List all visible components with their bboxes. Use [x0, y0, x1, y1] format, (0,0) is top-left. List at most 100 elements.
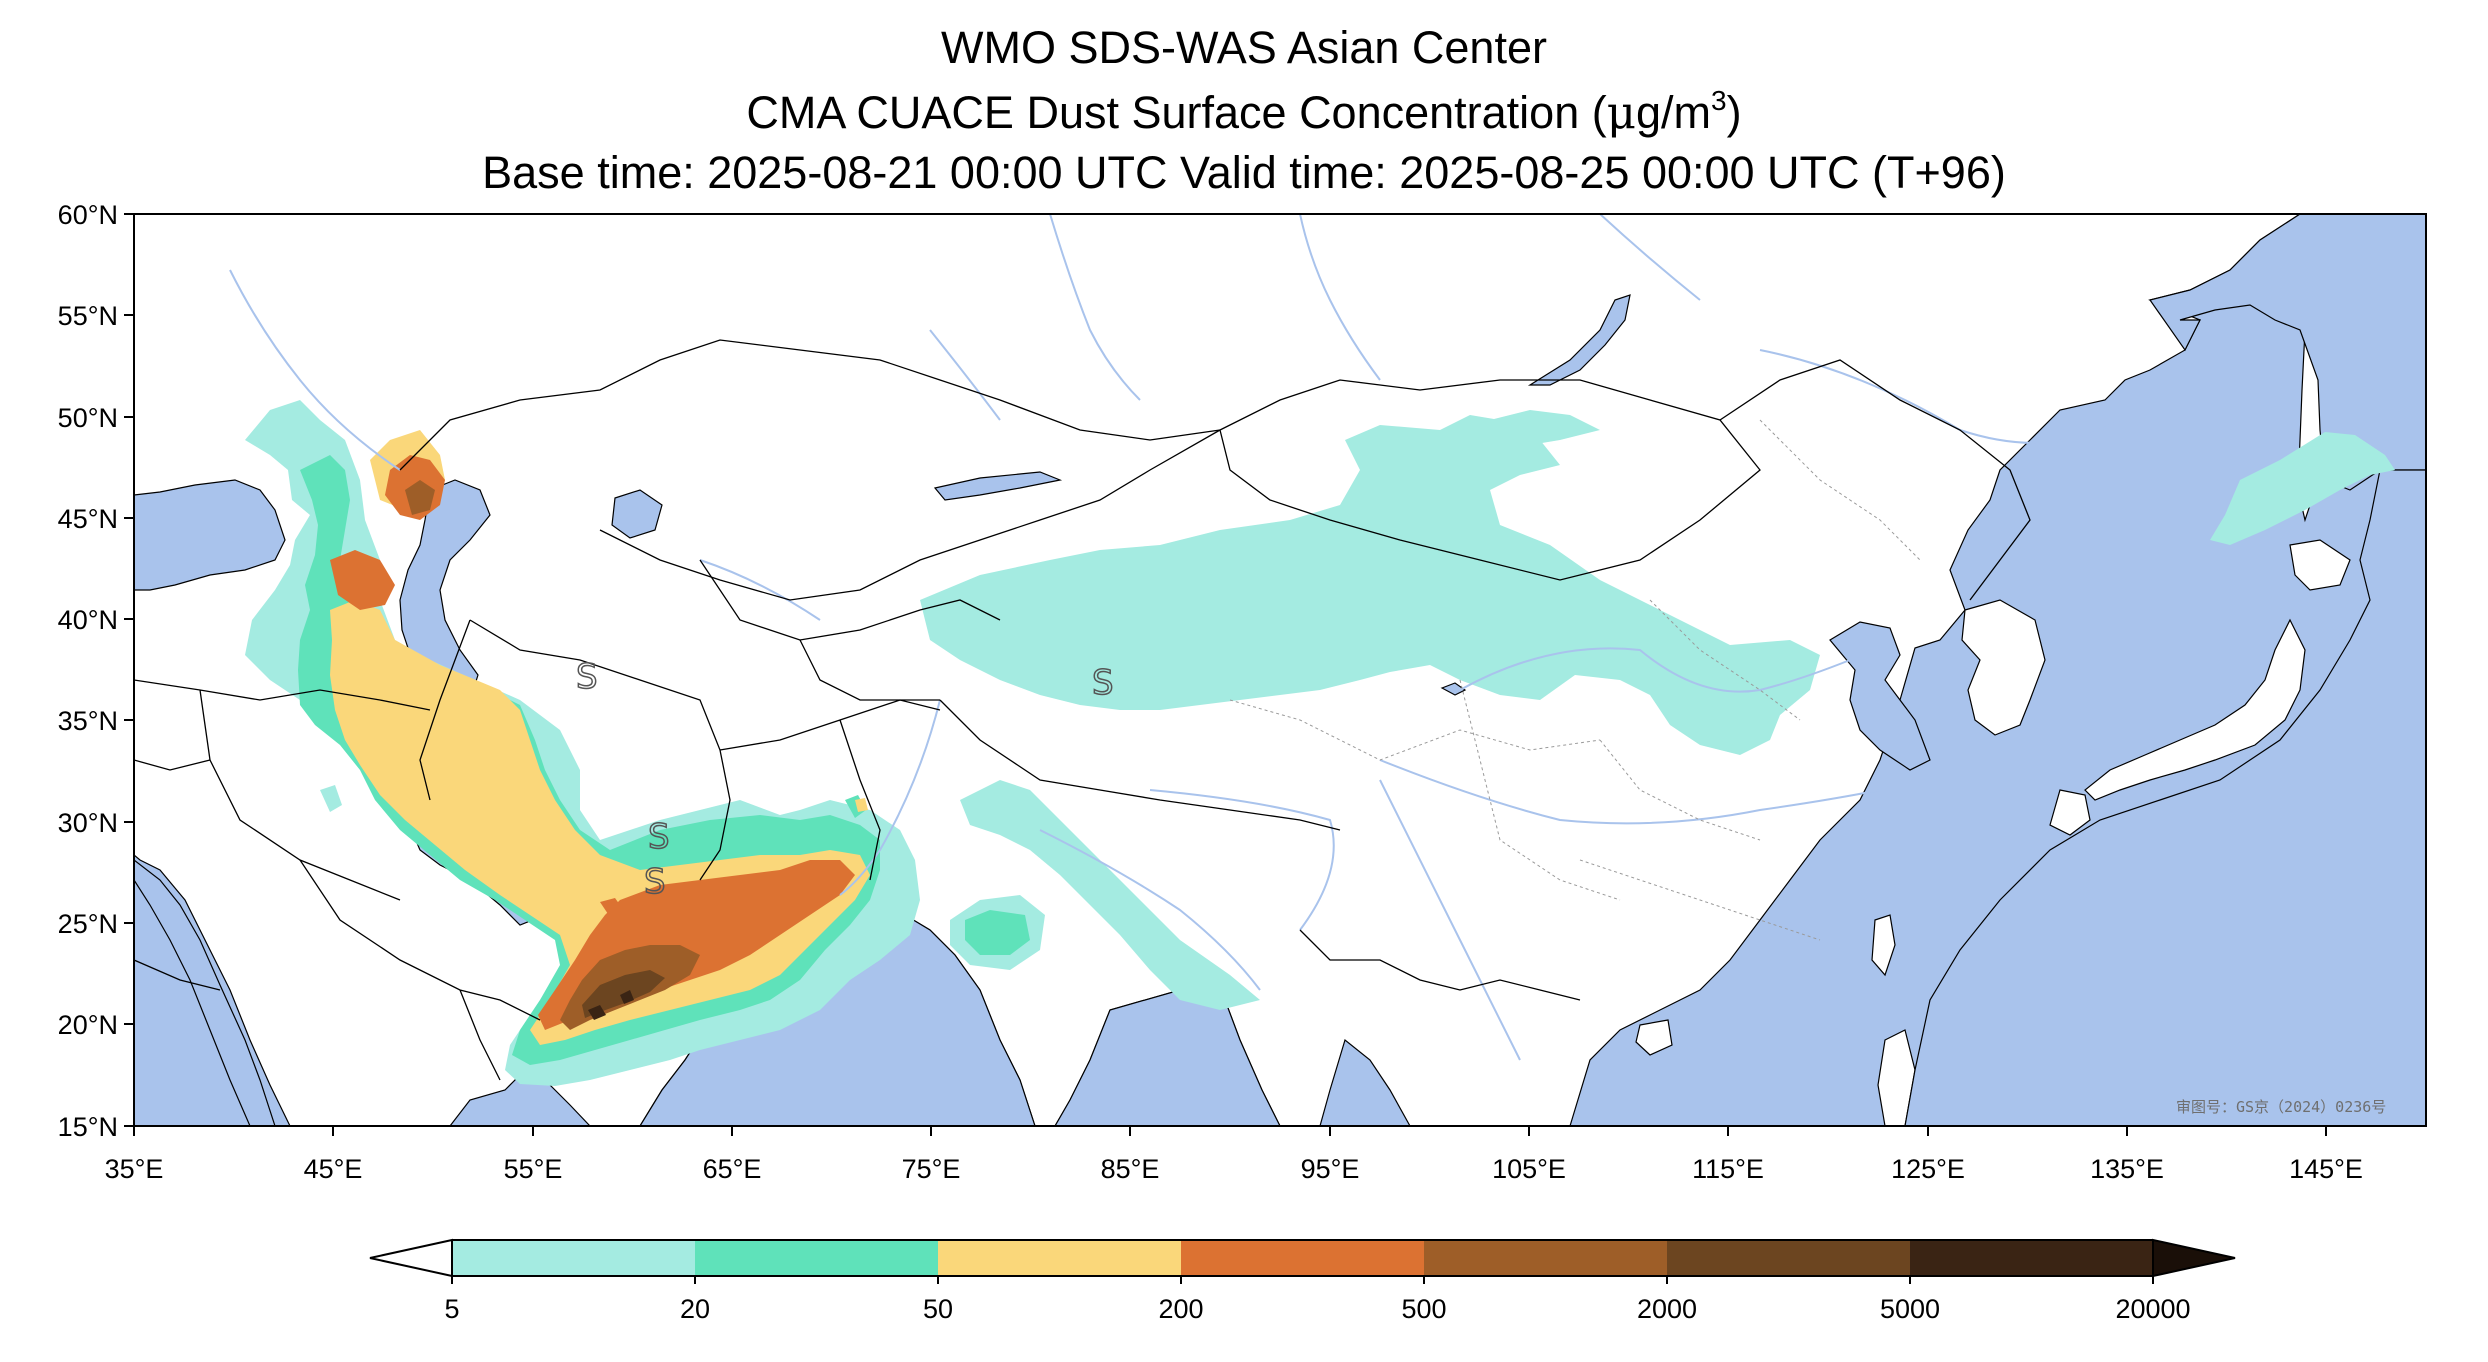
- colorbar-tick-5000: 5000: [1880, 1294, 1940, 1324]
- lon-label-125e: 125°E: [1891, 1154, 1965, 1184]
- border-afghanistan-pakistan: [719, 699, 941, 881]
- colorbar-tick-2000: 2000: [1637, 1294, 1697, 1324]
- river-mekong: [1379, 779, 1521, 1061]
- dust-source-marker-4: S: [644, 862, 666, 902]
- dust-source-marker-2: S: [1092, 663, 1114, 703]
- province-line-1: [1229, 699, 1601, 761]
- lat-label-60n: 60°N: [58, 200, 118, 230]
- river-ganges: [1039, 829, 1261, 991]
- dust-level-1-hokkaido: [2210, 432, 2395, 545]
- longitude-ticks: [133, 1126, 2327, 1136]
- dust-level-1-tarim-mongolia: [920, 415, 1820, 755]
- colorbar-tick-50: 50: [923, 1294, 953, 1324]
- colorbar-segment-1: [452, 1240, 695, 1276]
- title-line-1: WMO SDS-WAS Asian Center: [941, 22, 1547, 73]
- map-area: S S S S 审图号：GS京（2024）0236号: [134, 214, 2426, 1126]
- colorbar-segment-4: [1181, 1240, 1424, 1276]
- dust-level-4-oman: [600, 898, 625, 920]
- lon-label-75e: 75°E: [902, 1154, 961, 1184]
- dust-source-marker-1: S: [576, 657, 598, 697]
- river-indus: [839, 699, 941, 896]
- lake-baikal: [1527, 294, 1631, 386]
- lat-label-30n: 30°N: [58, 808, 118, 838]
- provincial-borders: [1229, 419, 1921, 941]
- lat-label-25n: 25°N: [58, 909, 118, 939]
- country-borders: [134, 339, 2031, 1081]
- river-yenisei: [1299, 214, 1381, 381]
- japan-kyushu: [2049, 789, 2091, 836]
- river-syr-darya: [699, 559, 821, 621]
- lon-label-65e: 65°E: [703, 1154, 762, 1184]
- taiwan: [1871, 914, 1896, 977]
- border-china-russia-east: [1719, 359, 2031, 601]
- map-frame: [133, 213, 2427, 1127]
- lon-label-35e: 35°E: [105, 1154, 164, 1184]
- lon-label-85e: 85°E: [1101, 1154, 1160, 1184]
- bohai-yellow-sea: [1829, 621, 1931, 771]
- latitude-labels: 60°N 55°N 50°N 45°N 40°N 35°N 30°N 25°N …: [58, 200, 118, 1142]
- lat-label-20n: 20°N: [58, 1010, 118, 1040]
- border-turkey-iraq: [134, 679, 431, 901]
- border-mongolia: [1219, 379, 1761, 581]
- colorbar-min-extend: [369, 1238, 453, 1278]
- title-line-2-text: CMA CUACE Dust Surface Concentration (: [746, 87, 1607, 138]
- lon-label-45e: 45°E: [304, 1154, 363, 1184]
- rivers: [229, 214, 2121, 1061]
- title-line-2: CMA CUACE Dust Surface Concentration (μg…: [0, 87, 2488, 139]
- red-sea: [134, 859, 276, 1126]
- border-southeast-asia: [1299, 929, 1581, 1001]
- colorbar-tick-500: 500: [1401, 1294, 1446, 1324]
- border-russia-kazakhstan: [399, 339, 1221, 471]
- colorbar-tick-20000: 20000: [2115, 1294, 2190, 1324]
- lake-balkhash: [933, 471, 1063, 501]
- border-north-africa: [134, 759, 221, 991]
- colorbar-segment-2: [695, 1240, 938, 1276]
- lat-label-45n: 45°N: [58, 504, 118, 534]
- lat-label-40n: 40°N: [58, 605, 118, 635]
- dust-level-3-mongol-dot: [855, 798, 868, 812]
- province-line-6: [1579, 859, 1821, 941]
- dust-level-4-caspian-west: [330, 550, 395, 610]
- dust-level-7-spots: [588, 990, 634, 1020]
- bay-of-bengal: [1054, 989, 1281, 1126]
- river-brahmaputra: [1149, 789, 1335, 931]
- border-central-asia: [699, 559, 1001, 701]
- colorbar-segment-6: [1667, 1240, 1910, 1276]
- korean-peninsula: [1961, 599, 2046, 736]
- latitude-ticks: [124, 213, 134, 1127]
- border-kazakhstan-south: [599, 429, 1221, 601]
- lat-label-15n: 15°N: [58, 1112, 118, 1142]
- colorbar-tick-20: 20: [680, 1294, 710, 1324]
- aral-sea: [611, 489, 663, 539]
- lon-label-55e: 55°E: [504, 1154, 563, 1184]
- lon-label-105e: 105°E: [1492, 1154, 1566, 1184]
- title-mu-symbol: μ: [1606, 86, 1636, 139]
- lat-label-55n: 55°N: [58, 301, 118, 331]
- river-volga: [229, 269, 401, 471]
- title-unit-exponent: 3: [1711, 85, 1727, 116]
- dust-level-2-india: [965, 910, 1030, 955]
- dust-level-5-aral: [405, 480, 435, 515]
- dust-concentration-layers: [245, 400, 2395, 1086]
- lat-label-50n: 50°N: [58, 403, 118, 433]
- colorbar-tick-5: 5: [444, 1294, 459, 1324]
- hainan: [1635, 1019, 1673, 1056]
- colorbar: 5 20 50 200 500 2000 5000 20000: [369, 1238, 2236, 1324]
- colorbar-tick-200: 200: [1158, 1294, 1203, 1324]
- black-sea: [134, 479, 286, 591]
- lon-label-95e: 95°E: [1301, 1154, 1360, 1184]
- lon-label-135e: 135°E: [2090, 1154, 2164, 1184]
- border-saudi: [299, 859, 541, 1081]
- river-irtysh: [929, 329, 1001, 421]
- colorbar-max-extend: [2152, 1238, 2236, 1278]
- pacific-ocean: [1904, 469, 2426, 1126]
- border-iran: [419, 619, 731, 881]
- title-close-paren: ): [1726, 87, 1742, 138]
- japan-hokkaido: [2289, 539, 2351, 591]
- river-ob: [1049, 214, 1141, 401]
- border-india-china: [939, 699, 1341, 831]
- colorbar-segment-3: [938, 1240, 1181, 1276]
- lat-label-35n: 35°N: [58, 706, 118, 736]
- map-watermark: 审图号：GS京（2024）0236号: [2176, 1098, 2386, 1116]
- title-unit: g/m: [1635, 87, 1711, 138]
